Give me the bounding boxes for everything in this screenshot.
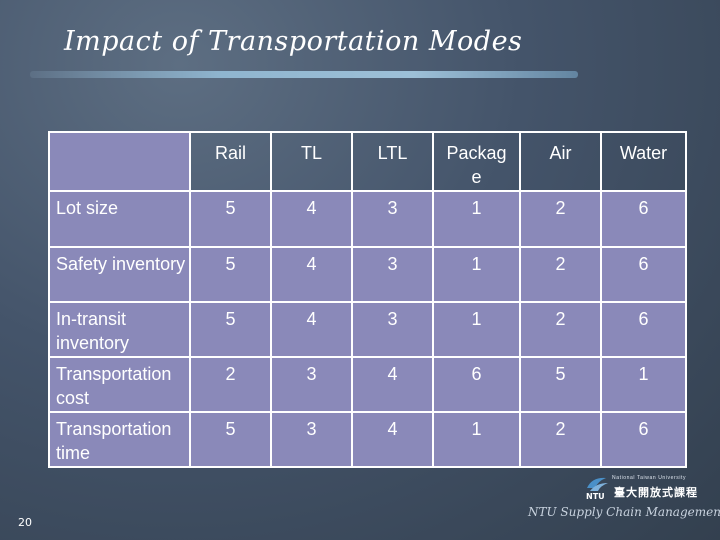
table-cell: 1 [432, 190, 521, 248]
table-cell: 1 [432, 301, 521, 358]
table-cell: 3 [351, 301, 434, 358]
table-cell: 4 [351, 356, 434, 413]
transportation-modes-table: Rail TL LTL Packag e Air Water Lot size … [48, 131, 687, 468]
column-header-package: Packag e [432, 131, 521, 192]
table-corner-cell [48, 131, 191, 192]
table-row: In-transit inventory 5 4 3 1 2 6 [48, 301, 687, 358]
table-cell: 6 [600, 301, 687, 358]
table-cell: 5 [189, 190, 272, 248]
table-cell: 2 [519, 301, 602, 358]
row-label-safety-inventory: Safety inventory [48, 246, 191, 303]
ntu-logo-mark-icon: NTU [586, 477, 608, 500]
table-cell: 3 [351, 190, 434, 248]
table-cell: 6 [600, 411, 687, 468]
row-label-lot-size: Lot size [48, 190, 191, 248]
table-cell: 1 [432, 246, 521, 303]
logo-university-text: National Taiwan University [612, 475, 687, 481]
table-cell: 4 [351, 411, 434, 468]
table-cell: 2 [519, 411, 602, 468]
table-cell: 2 [189, 356, 272, 413]
logo-ocw-text: 臺大開放式課程 [614, 486, 698, 499]
column-header-rail: Rail [189, 131, 272, 192]
table-cell: 1 [600, 356, 687, 413]
table-row: Transportation cost 2 3 4 6 5 1 [48, 356, 687, 413]
table-cell: 2 [519, 246, 602, 303]
table-cell: 4 [270, 246, 353, 303]
ntu-ocw-logo: NTU National Taiwan University 臺大開放式課程 [584, 474, 704, 504]
column-header-tl: TL [270, 131, 353, 192]
table-cell: 3 [270, 356, 353, 413]
row-label-in-transit-inventory: In-transit inventory [48, 301, 191, 358]
table-cell: 5 [519, 356, 602, 413]
table-cell: 5 [189, 246, 272, 303]
title-underline-bar [30, 71, 578, 78]
table-cell: 3 [351, 246, 434, 303]
slide-title: Impact of Transportation Modes [64, 26, 523, 57]
table-cell: 4 [270, 301, 353, 358]
table-cell: 2 [519, 190, 602, 248]
table-row: Transportation time 5 3 4 1 2 6 [48, 411, 687, 468]
row-label-transportation-cost: Transportation cost [48, 356, 191, 413]
column-header-ltl: LTL [351, 131, 434, 192]
column-header-air: Air [519, 131, 602, 192]
page-number: 20 [18, 516, 32, 529]
course-footer: NTU Supply Chain Management [528, 505, 720, 519]
table-cell: 4 [270, 190, 353, 248]
table-cell: 6 [600, 246, 687, 303]
table-cell: 6 [432, 356, 521, 413]
table-header-row: Rail TL LTL Packag e Air Water [48, 131, 687, 192]
table-row: Safety inventory 5 4 3 1 2 6 [48, 246, 687, 303]
row-label-transportation-time: Transportation time [48, 411, 191, 468]
table-row: Lot size 5 4 3 1 2 6 [48, 190, 687, 248]
table-cell: 5 [189, 411, 272, 468]
column-header-water: Water [600, 131, 687, 192]
table-cell: 1 [432, 411, 521, 468]
table-cell: 5 [189, 301, 272, 358]
ntu-logo-mark-text: NTU [586, 492, 605, 500]
column-header-package-text: Packag e [446, 143, 507, 187]
table-cell: 6 [600, 190, 687, 248]
table-cell: 3 [270, 411, 353, 468]
